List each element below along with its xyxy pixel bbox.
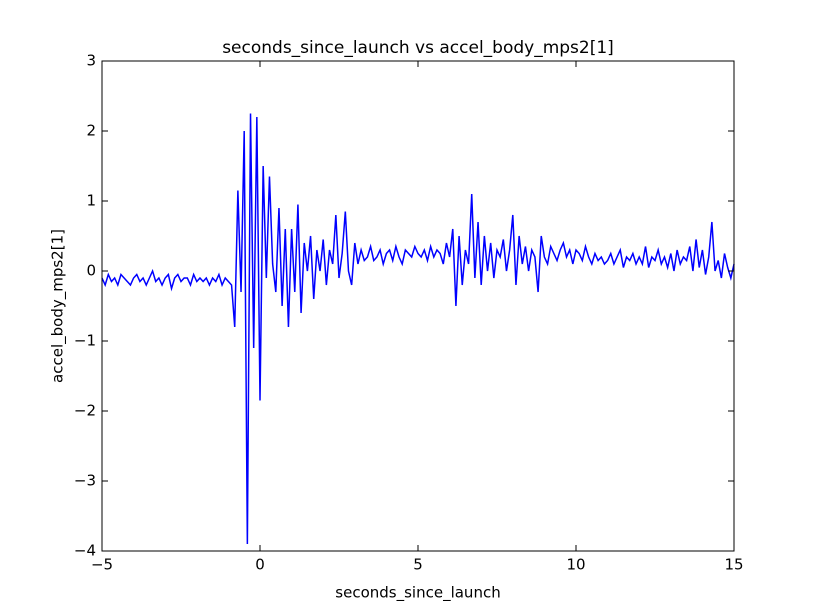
data-line xyxy=(101,113,735,545)
y-tick-label: 2 xyxy=(86,122,96,140)
y-tick-label: −3 xyxy=(74,472,96,490)
y-tick-label: −2 xyxy=(74,402,96,420)
y-axis-label: accel_body_mps2[1] xyxy=(49,229,68,383)
x-tick-label: −5 xyxy=(91,556,113,574)
x-tick-label: 5 xyxy=(413,556,423,574)
y-tick-label: −4 xyxy=(74,542,96,560)
x-tick-label: 15 xyxy=(724,556,743,574)
x-tick-label: 0 xyxy=(255,556,265,574)
x-tick-label: 10 xyxy=(566,556,585,574)
chart-title: seconds_since_launch vs accel_body_mps2[… xyxy=(222,38,614,58)
y-tick-label: 1 xyxy=(86,192,96,210)
x-axis-label: seconds_since_launch xyxy=(335,584,500,603)
y-tick-label: 0 xyxy=(86,262,96,280)
y-tick-label: 3 xyxy=(86,52,96,70)
y-tick-label: −1 xyxy=(74,332,96,350)
